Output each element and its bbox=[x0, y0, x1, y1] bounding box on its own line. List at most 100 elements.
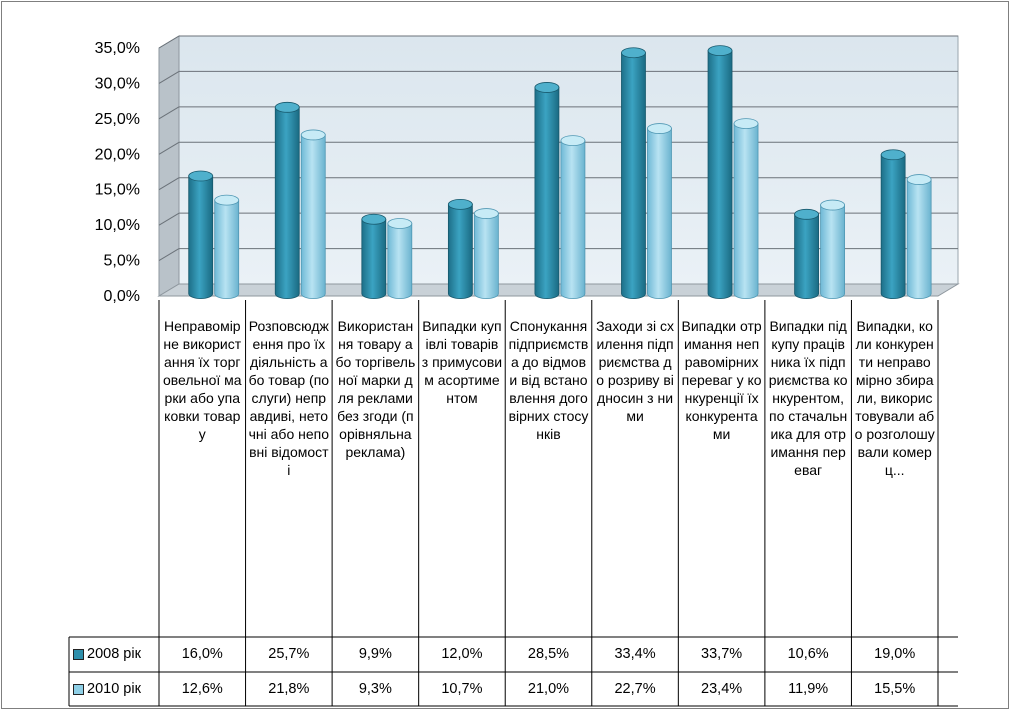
bar-body bbox=[214, 199, 240, 299]
bar-top bbox=[906, 174, 932, 185]
y-tick-label: 0,0% bbox=[104, 288, 140, 305]
data-label: 25,7% bbox=[268, 646, 310, 662]
bar-top bbox=[647, 123, 672, 134]
bar bbox=[906, 174, 932, 299]
gridline-side bbox=[158, 35, 180, 49]
gridline-side bbox=[158, 141, 180, 155]
x-category-label: Випадки підкупу працівника їх підприємст… bbox=[768, 318, 848, 478]
x-category-label: Випадки купівлі товарів з примусовим асо… bbox=[421, 318, 503, 406]
bar-body bbox=[906, 179, 932, 299]
bar-body bbox=[387, 223, 413, 299]
x-category-label: Спонукання підприємства до відмови від в… bbox=[508, 318, 589, 442]
data-label: 9,3% bbox=[358, 681, 392, 697]
bar bbox=[707, 45, 733, 299]
legend-entry: 2010 рік bbox=[73, 672, 141, 706]
gridline-side bbox=[158, 106, 180, 120]
y-tick-label: 25,0% bbox=[95, 111, 140, 128]
data-label: 23,4% bbox=[701, 681, 743, 697]
y-tick-label: 20,0% bbox=[95, 146, 140, 163]
legend-label: 2008 рік bbox=[87, 646, 141, 662]
bar-top bbox=[733, 118, 759, 129]
bar-body bbox=[794, 213, 819, 299]
bar bbox=[880, 149, 906, 299]
data-label: 11,9% bbox=[788, 681, 829, 697]
bar-body bbox=[707, 50, 733, 299]
legend-entry: 2008 рік bbox=[73, 637, 141, 671]
bar bbox=[794, 208, 819, 299]
bar-top bbox=[387, 218, 413, 229]
bar-top bbox=[880, 149, 906, 161]
data-label: 21,0% bbox=[527, 681, 570, 697]
bar-body bbox=[560, 140, 586, 299]
bar-body bbox=[188, 175, 214, 299]
bar-top bbox=[274, 101, 300, 113]
data-label: 19,0% bbox=[874, 646, 916, 662]
bar-top bbox=[621, 47, 646, 59]
gridline-side bbox=[158, 177, 180, 191]
legend-swatch bbox=[73, 683, 84, 695]
bar-top bbox=[534, 82, 560, 93]
bar bbox=[621, 47, 646, 299]
bar-top bbox=[707, 45, 733, 57]
data-label: 28,5% bbox=[527, 646, 570, 662]
data-label: 9,9% bbox=[358, 646, 392, 662]
bar-body bbox=[621, 52, 646, 299]
data-label: 21,8% bbox=[268, 681, 310, 697]
bar-top bbox=[361, 213, 387, 225]
x-category-label: Випадки, коли конкуренти неправомірно зб… bbox=[854, 318, 935, 478]
bar bbox=[820, 199, 845, 299]
bar bbox=[473, 208, 499, 299]
bar bbox=[534, 82, 560, 299]
data-label: 10,6% bbox=[787, 646, 829, 662]
bar-top bbox=[214, 194, 240, 206]
bar bbox=[647, 123, 672, 299]
data-label: 16,0% bbox=[181, 646, 223, 662]
bar-body bbox=[447, 203, 473, 299]
bar-body bbox=[274, 106, 300, 299]
bar-body bbox=[647, 128, 672, 299]
legend-swatch bbox=[73, 648, 84, 660]
bar-top bbox=[188, 170, 214, 182]
y-tick-label: 10,0% bbox=[95, 217, 140, 234]
x-category-label: Неправомірне використання їх торговельно… bbox=[162, 318, 242, 442]
data-label: 15,5% bbox=[874, 681, 916, 697]
x-category-label: Розповсюдження про їх діяльність або тов… bbox=[248, 318, 330, 478]
gridline-side bbox=[158, 212, 180, 226]
bar-top bbox=[560, 135, 586, 147]
y-tick-label: 30,0% bbox=[95, 75, 140, 92]
y-tick-label: 35,0% bbox=[95, 40, 140, 57]
bar bbox=[300, 129, 326, 299]
bar-top bbox=[794, 208, 819, 220]
data-label: 12,6% bbox=[181, 681, 223, 697]
data-label: 22,7% bbox=[614, 681, 656, 697]
x-category-label: Використання товару або торгівельної мар… bbox=[335, 318, 416, 460]
bar bbox=[387, 218, 413, 299]
bar bbox=[447, 198, 473, 299]
data-label: 33,7% bbox=[701, 646, 743, 662]
bar bbox=[733, 118, 759, 299]
bar-body bbox=[733, 123, 759, 299]
legend-label: 2010 рік bbox=[87, 681, 141, 697]
bar bbox=[274, 101, 300, 299]
bar bbox=[214, 194, 240, 299]
gridline-side bbox=[158, 70, 180, 84]
bar-body bbox=[880, 154, 906, 299]
bar-top bbox=[820, 199, 845, 211]
y-tick-label: 5,0% bbox=[104, 253, 140, 270]
y-tick-label: 15,0% bbox=[95, 182, 140, 199]
bar-top bbox=[300, 129, 326, 141]
bar-body bbox=[300, 134, 326, 299]
chart-side-wall bbox=[158, 35, 180, 297]
x-category-label: Заходи зі схилення підприємства до розри… bbox=[596, 318, 674, 424]
bar-body bbox=[534, 87, 560, 299]
bar bbox=[560, 135, 586, 299]
bar-body bbox=[473, 213, 499, 299]
data-label: 10,7% bbox=[441, 681, 483, 697]
bar bbox=[361, 213, 387, 299]
data-label: 33,4% bbox=[614, 646, 656, 662]
bar-top bbox=[447, 198, 473, 210]
bar bbox=[188, 170, 214, 299]
gridline-side bbox=[158, 248, 180, 262]
